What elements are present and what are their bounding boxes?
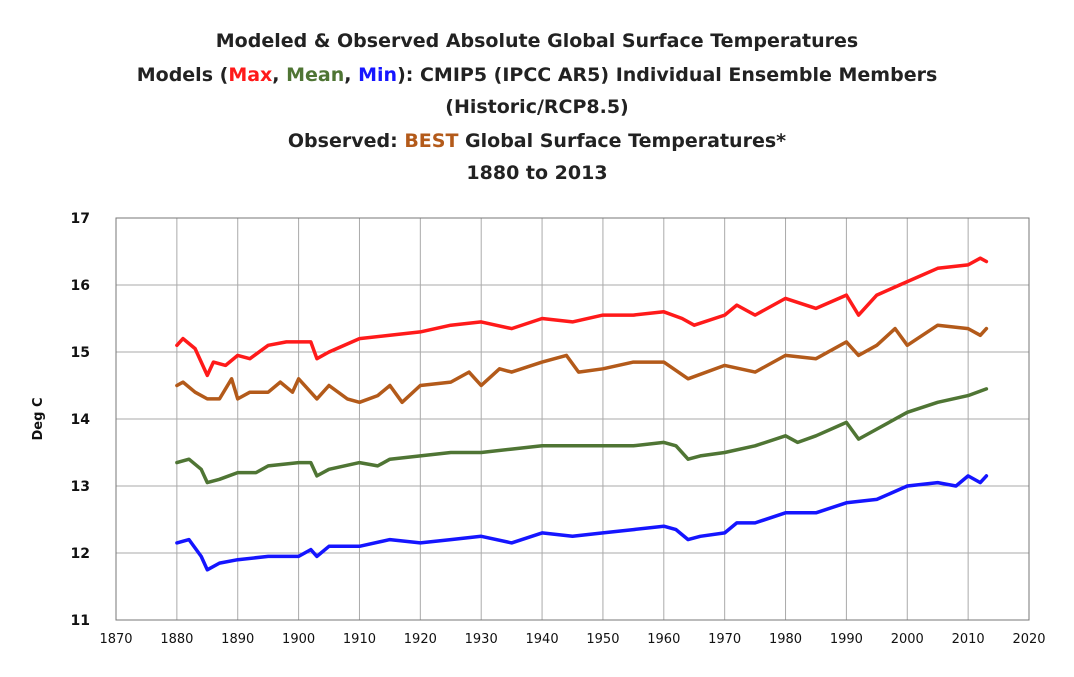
y-tick-label: 16 (71, 278, 90, 294)
legend-min-label: Min (358, 64, 398, 86)
subtitle-observed-suffix: Global Surface Temperatures* (458, 130, 787, 152)
x-tick-label: 1930 (465, 632, 498, 647)
y-tick-label: 14 (71, 412, 91, 428)
x-tick-label: 1890 (221, 632, 254, 647)
x-tick-label: 1990 (830, 632, 863, 647)
x-tick-label: 1910 (343, 632, 376, 647)
y-axis-tick-labels: 11 12 13 14 15 16 17 (71, 211, 91, 629)
chart-subtitle-period: 1880 to 2013 (466, 162, 608, 184)
series-line-min (175, 474, 989, 572)
x-tick-label: 1870 (99, 632, 132, 647)
legend-max-label: Max (228, 64, 273, 86)
x-tick-label: 1880 (160, 632, 193, 647)
x-tick-label: 1950 (586, 632, 619, 647)
x-tick-label: 2020 (1012, 632, 1045, 647)
subtitle-models-suffix: ): CMIP5 (IPCC AR5) Individual Ensemble … (397, 64, 938, 86)
chart-title: Modeled & Observed Absolute Global Surfa… (215, 30, 859, 52)
y-tick-label: 12 (71, 546, 90, 562)
series-line-max (175, 256, 989, 378)
y-tick-label: 11 (71, 613, 90, 629)
x-axis-tick-labels: 1870 1880 1890 1900 1910 1920 1930 1940 1950 1960… (99, 632, 1045, 647)
x-tick-label: 1920 (404, 632, 437, 647)
chart-subtitle-observed: Observed: BEST Global Surface Temperatur… (0, 130, 1074, 152)
subtitle-sep-1: , (272, 64, 287, 86)
x-tick-label: 1980 (769, 632, 802, 647)
y-tick-label: 15 (71, 345, 90, 361)
subtitle-sep-2: , (344, 64, 359, 86)
y-tick-label: 17 (71, 211, 90, 227)
series-line-best (175, 323, 989, 405)
legend-best-label: BEST (404, 130, 459, 152)
series-line-mean (175, 387, 989, 485)
x-tick-label: 1960 (647, 632, 680, 647)
subtitle-models-prefix: Models ( (136, 64, 229, 86)
plot-area-border (115, 217, 1030, 621)
series-lines (175, 256, 989, 572)
x-tick-label: 1900 (282, 632, 315, 647)
y-tick-label: 13 (71, 479, 90, 495)
subtitle-observed-prefix: Observed: (287, 130, 405, 152)
x-tick-label: 1940 (526, 632, 559, 647)
chart-subtitle-models: Models (Max, Mean, Min): CMIP5 (IPCC AR5… (0, 64, 1074, 86)
chart-subtitle-scenario: (Historic/RCP8.5) (445, 96, 629, 118)
x-tick-label: 2010 (952, 632, 985, 647)
x-tick-label: 1970 (708, 632, 741, 647)
y-axis-label: Deg C (31, 398, 46, 441)
legend-mean-label: Mean (286, 64, 345, 86)
x-tick-label: 2000 (891, 632, 924, 647)
